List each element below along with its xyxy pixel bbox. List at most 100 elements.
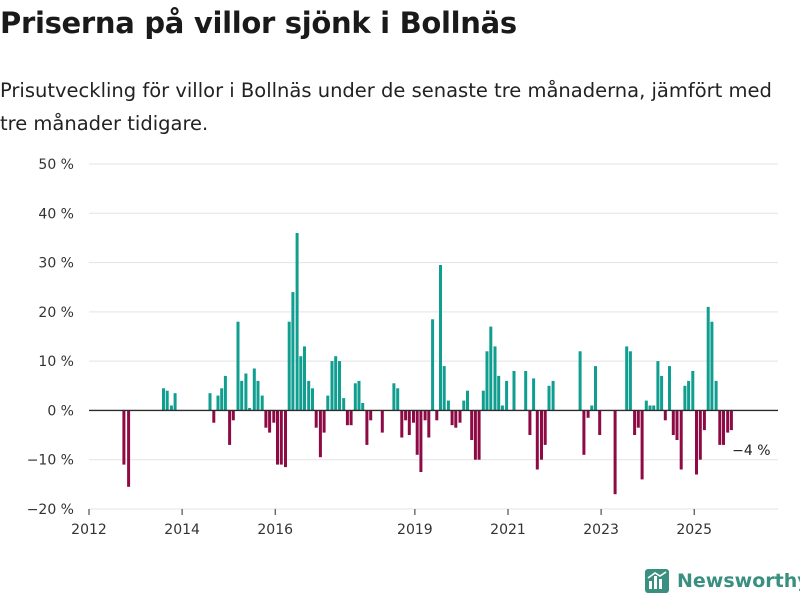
bar bbox=[279, 410, 283, 465]
bar bbox=[671, 410, 675, 435]
bar bbox=[532, 378, 536, 411]
bar bbox=[543, 410, 547, 445]
bar bbox=[122, 410, 126, 465]
bar bbox=[357, 380, 361, 411]
bar bbox=[303, 346, 306, 411]
bar bbox=[342, 398, 346, 411]
bar bbox=[276, 410, 279, 465]
bar bbox=[656, 361, 660, 411]
bar bbox=[679, 410, 683, 470]
bar bbox=[668, 366, 671, 411]
bar bbox=[326, 395, 330, 411]
chart-subtitle: Prisutveckling för villor i Bollnäs unde… bbox=[0, 79, 772, 135]
bar bbox=[439, 265, 442, 411]
bar bbox=[473, 410, 477, 460]
bar bbox=[127, 410, 131, 487]
bar bbox=[284, 410, 287, 468]
bar bbox=[208, 393, 212, 411]
bar bbox=[223, 375, 227, 411]
bar bbox=[365, 410, 369, 445]
bar bbox=[551, 380, 555, 411]
y-tick-label: 10 % bbox=[38, 354, 74, 370]
bar bbox=[660, 375, 664, 411]
bar bbox=[361, 403, 365, 411]
bar bbox=[489, 326, 493, 411]
bar bbox=[512, 371, 516, 411]
brand-name: Newsworthy bbox=[677, 570, 800, 592]
bar bbox=[307, 380, 311, 411]
bar bbox=[466, 390, 469, 411]
bar bbox=[450, 410, 454, 426]
newsworthy-logo[interactable]: Newsworthy bbox=[645, 569, 800, 593]
bar bbox=[590, 405, 594, 411]
bar bbox=[648, 405, 652, 411]
bar bbox=[228, 410, 232, 445]
bar bbox=[628, 351, 632, 411]
bar bbox=[264, 410, 268, 428]
y-tick-label: −20 % bbox=[27, 502, 74, 518]
bar bbox=[322, 410, 326, 433]
bar bbox=[419, 410, 423, 472]
bar bbox=[547, 385, 551, 411]
bar bbox=[220, 388, 224, 411]
bar bbox=[311, 388, 314, 411]
bar bbox=[481, 390, 485, 411]
bar bbox=[349, 410, 353, 426]
bar bbox=[714, 380, 718, 411]
bar bbox=[314, 410, 318, 428]
bar bbox=[663, 410, 667, 421]
bar bbox=[462, 400, 466, 411]
bar bbox=[338, 361, 341, 411]
bar bbox=[636, 410, 640, 428]
bar bbox=[698, 410, 702, 460]
bar bbox=[435, 410, 439, 421]
bar bbox=[244, 373, 248, 411]
chart-title: Priserna på villor sjönk i Bollnäs bbox=[0, 6, 517, 40]
bar bbox=[252, 368, 256, 411]
bar bbox=[369, 410, 373, 421]
bar bbox=[706, 306, 710, 411]
bar bbox=[404, 410, 408, 421]
bar bbox=[485, 351, 489, 411]
bars bbox=[122, 233, 733, 495]
bar bbox=[318, 410, 322, 458]
bar-chart-icon bbox=[645, 569, 669, 593]
bar bbox=[291, 292, 295, 411]
bar bbox=[586, 410, 590, 418]
y-tick-label: 40 % bbox=[38, 206, 74, 222]
bar bbox=[396, 388, 400, 411]
bar bbox=[295, 233, 299, 411]
bar bbox=[493, 346, 497, 411]
bar bbox=[353, 383, 357, 411]
last-value-annotation: −4 % bbox=[732, 443, 770, 459]
bar bbox=[423, 410, 427, 421]
y-tick-label: 0 % bbox=[47, 403, 74, 419]
x-axis: 2012 2014 2016 2019 2021 2023 2025 bbox=[71, 509, 712, 538]
bar bbox=[415, 410, 419, 455]
bar bbox=[240, 380, 244, 411]
bar bbox=[528, 410, 532, 435]
bar bbox=[256, 380, 260, 411]
bar bbox=[497, 375, 501, 411]
bar bbox=[407, 410, 411, 435]
bar bbox=[683, 385, 687, 411]
bar bbox=[446, 400, 450, 411]
bar bbox=[640, 410, 644, 480]
bar bbox=[431, 319, 435, 411]
bar bbox=[330, 361, 334, 411]
x-tick-label: 2021 bbox=[490, 522, 526, 538]
bar bbox=[165, 390, 169, 411]
bar bbox=[454, 410, 458, 428]
annotations: −4 % bbox=[732, 443, 770, 459]
bar bbox=[334, 356, 338, 411]
bar bbox=[594, 366, 597, 411]
bar bbox=[524, 371, 528, 411]
y-axis-labels: −20 % −10 % 0 % 10 % 20 % 30 % 40 % 50 % bbox=[27, 157, 74, 518]
bar bbox=[212, 410, 216, 423]
bar bbox=[231, 410, 235, 421]
bar bbox=[729, 410, 733, 431]
bar bbox=[477, 410, 481, 460]
bar bbox=[287, 321, 291, 411]
y-tick-label: 20 % bbox=[38, 305, 74, 321]
